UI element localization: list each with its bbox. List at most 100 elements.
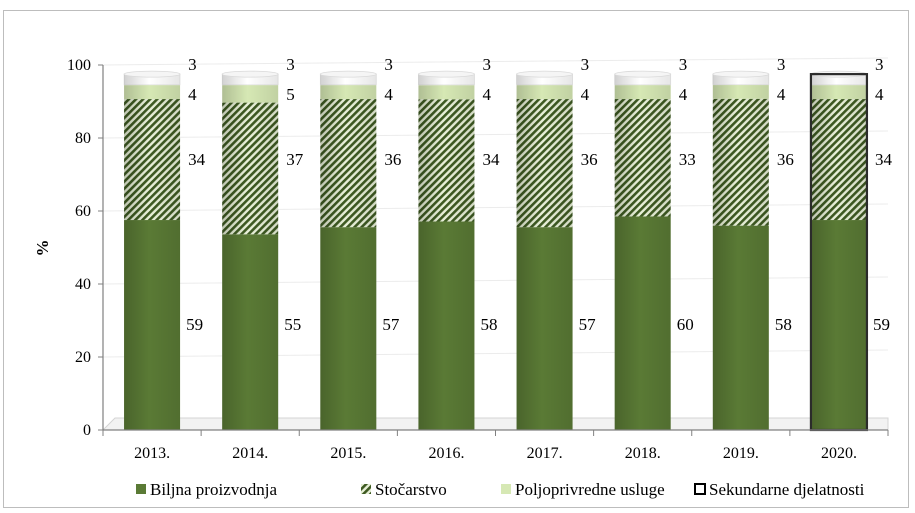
bar-top-2016: [418, 70, 475, 78]
data-label-2019-2: 4: [777, 85, 786, 104]
data-label-2016-3: 3: [482, 55, 491, 74]
bar-shade-2018-3: [614, 74, 671, 85]
data-label-2018-0: 60: [677, 315, 694, 334]
data-label-2020-2: 4: [875, 85, 884, 104]
gridline-80: [102, 130, 889, 139]
bar-shade-2014-1: [222, 102, 279, 235]
data-label-2017-3: 3: [581, 55, 590, 74]
y-tick-label-100: 100: [67, 57, 91, 74]
bar-2020: [809, 70, 869, 432]
x-tick-label-2017: 2017.: [527, 445, 563, 462]
data-label-2013-2: 4: [188, 85, 197, 104]
legend-swatch-0: [136, 484, 146, 494]
bar-shade-2013-1: [124, 99, 181, 221]
data-label-2020-0: 59: [873, 315, 890, 334]
x-tick-label-2013: 2013.: [134, 445, 170, 462]
bar-top-2017: [516, 70, 573, 78]
bar-shade-2013-2: [124, 84, 181, 100]
bar-shade-2019-0: [712, 225, 769, 430]
bar-shade-2015-1: [320, 99, 377, 228]
x-tick-label-2018: 2018.: [625, 445, 661, 462]
data-label-2014-3: 3: [286, 55, 295, 74]
bar-2018: [614, 70, 672, 430]
bar-2017: [516, 70, 573, 430]
data-label-2017-1: 36: [581, 150, 598, 169]
data-label-2015-0: 57: [382, 315, 400, 334]
bar-2016: [418, 70, 475, 430]
data-label-2016-2: 4: [482, 85, 491, 104]
legend-swatch-2: [501, 484, 511, 494]
data-label-2014-1: 37: [286, 150, 304, 169]
bar-shade-2013-3: [124, 74, 181, 85]
legend-item-0: Biljna proizvodnja: [136, 480, 277, 499]
bar-shade-2019-3: [712, 74, 769, 85]
gridlines: [102, 57, 889, 358]
data-label-2016-1: 34: [482, 150, 500, 169]
bar-shade-2018-1: [614, 99, 671, 217]
y-axis-label: %: [33, 240, 52, 257]
data-label-2013-0: 59: [186, 315, 203, 334]
bar-shade-2015-3: [320, 74, 377, 85]
axes: 0 20 40 60 80 100 2013. 2014. 2015. 2016. 2017. 201…: [67, 57, 889, 462]
gridline-20: [102, 349, 889, 358]
bar-shade-2016-2: [418, 84, 475, 100]
bars: [123, 70, 869, 432]
data-label-2015-3: 3: [384, 55, 393, 74]
data-label-2018-2: 4: [679, 85, 688, 104]
data-label-2018-3: 3: [679, 55, 688, 74]
bar-2013: [123, 70, 181, 430]
bar-shade-2016-0: [418, 221, 475, 430]
bar-2019: [712, 70, 770, 430]
data-label-2018-1: 33: [679, 150, 696, 169]
bar-top-2015: [319, 70, 377, 78]
y-tick-label-40: 40: [75, 276, 91, 293]
x-tick-label-2020: 2020.: [821, 445, 857, 462]
data-label-2017-0: 57: [579, 315, 597, 334]
bar-shade-2020-0: [810, 220, 867, 430]
bar-shade-2019-1: [712, 98, 769, 226]
legend-swatch-1: [361, 484, 371, 494]
legend-swatch-3: [694, 483, 706, 495]
data-label-2019-1: 36: [777, 150, 794, 169]
bar-shade-2020-3: [810, 74, 867, 85]
data-label-2017-2: 4: [581, 85, 590, 104]
bar-shade-2014-3: [222, 74, 279, 85]
bar-shade-2017-2: [516, 84, 573, 100]
y-tick-label-0: 0: [83, 422, 91, 439]
legend-label-3: Sekundarne djelatnosti: [709, 480, 865, 499]
bar-shade-2017-3: [516, 74, 573, 85]
bar-shade-2014-2: [222, 84, 279, 103]
bar-shade-2014-0: [222, 234, 279, 430]
bar-2015: [319, 70, 377, 430]
x-tick-label-2015: 2015.: [330, 445, 366, 462]
bar-shade-2018-0: [614, 216, 671, 430]
y-tick-label-80: 80: [75, 130, 91, 147]
data-label-2015-1: 36: [384, 150, 401, 169]
legend-item-2: Poljoprivredne usluge: [501, 480, 665, 499]
gridline-100: [102, 57, 889, 66]
chart-floor: [101, 417, 889, 431]
data-label-2019-0: 58: [775, 315, 792, 334]
x-tick-label-2016: 2016.: [428, 445, 464, 462]
legend-label-2: Poljoprivredne usluge: [515, 480, 665, 499]
x-tick-label-2019: 2019.: [723, 445, 759, 462]
legend-label-1: Stočarstvo: [375, 480, 447, 499]
bar-top-2014: [221, 70, 279, 78]
chart-frame: [3, 10, 909, 508]
data-label-2013-3: 3: [188, 55, 197, 74]
bar-shade-2016-3: [418, 74, 475, 85]
gridline-60: [102, 203, 889, 212]
bar-top-2019: [712, 70, 770, 78]
data-label-2016-0: 58: [480, 315, 497, 334]
bar-shade-2019-2: [712, 84, 769, 99]
x-tick-label-2014: 2014.: [232, 445, 268, 462]
y-tick-label-20: 20: [75, 349, 91, 366]
bar-shade-2018-2: [614, 84, 671, 100]
legend-item-3: Sekundarne djelatnosti: [694, 480, 865, 499]
legend-item-1: Stočarstvo: [361, 480, 447, 499]
gridline-40: [102, 276, 889, 285]
legend: Biljna proizvodnja Stočarstvo Poljoprivred…: [136, 480, 865, 499]
bar-shade-2015-0: [320, 227, 377, 430]
data-label-2020-3: 3: [875, 55, 884, 74]
